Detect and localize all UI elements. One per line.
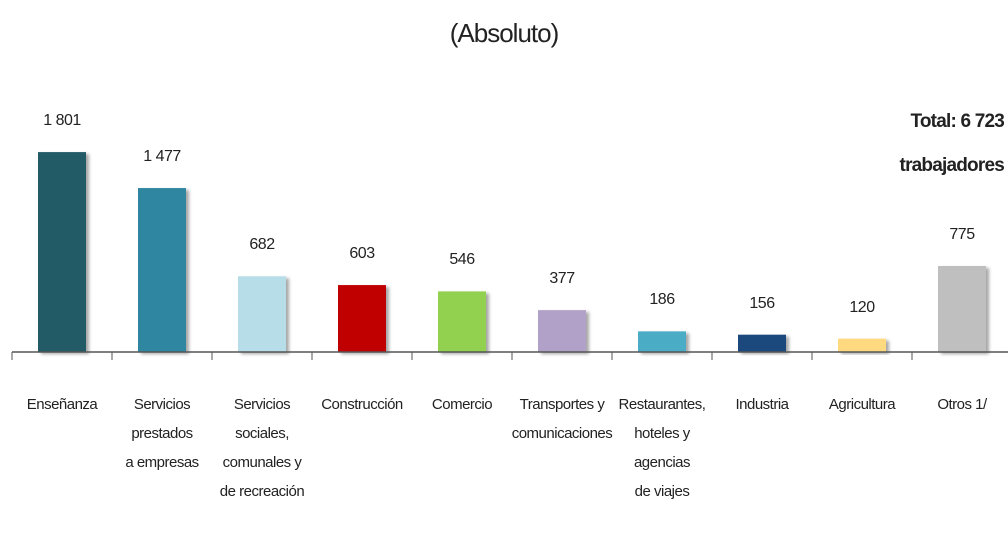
x-tick-label: Servicios prestados a empresas bbox=[125, 396, 199, 471]
bar bbox=[438, 291, 486, 352]
bar bbox=[138, 188, 186, 352]
bar bbox=[338, 285, 386, 352]
annotation: Total: 6 723 trabajadores bbox=[899, 111, 1005, 176]
value-label: 603 bbox=[349, 245, 375, 263]
value-label: 377 bbox=[549, 270, 575, 288]
x-tick-label: Transportes y comunicaciones bbox=[511, 396, 613, 442]
value-label: 775 bbox=[949, 225, 975, 243]
x-tick-label: Restaurantes, hoteles y agencias de viaj… bbox=[618, 396, 706, 500]
bar bbox=[538, 310, 586, 352]
value-label: 682 bbox=[249, 236, 275, 254]
x-tick-label: Servicios sociales, comunales y de recre… bbox=[219, 396, 305, 500]
bar bbox=[38, 152, 86, 352]
value-label: 156 bbox=[749, 294, 775, 312]
chart-title: (Absoluto) bbox=[449, 18, 560, 48]
value-label: 1 477 bbox=[143, 148, 181, 166]
bar bbox=[838, 338, 886, 352]
x-tick-label: Industria bbox=[735, 396, 789, 413]
bar bbox=[238, 276, 286, 352]
bar bbox=[938, 265, 986, 352]
x-tick-label: Construcción bbox=[321, 396, 403, 413]
bar bbox=[638, 331, 686, 352]
x-tick-label: Comercio bbox=[431, 396, 493, 413]
value-label: 1 801 bbox=[43, 112, 81, 130]
value-label: 186 bbox=[649, 291, 675, 309]
x-tick-label: Otros 1/ bbox=[937, 396, 987, 413]
value-label: 546 bbox=[449, 251, 475, 269]
x-tick-label: Agricultura bbox=[828, 396, 896, 413]
value-label: 120 bbox=[849, 298, 875, 316]
bar bbox=[738, 334, 786, 352]
x-tick-label: Enseñanza bbox=[26, 396, 98, 413]
